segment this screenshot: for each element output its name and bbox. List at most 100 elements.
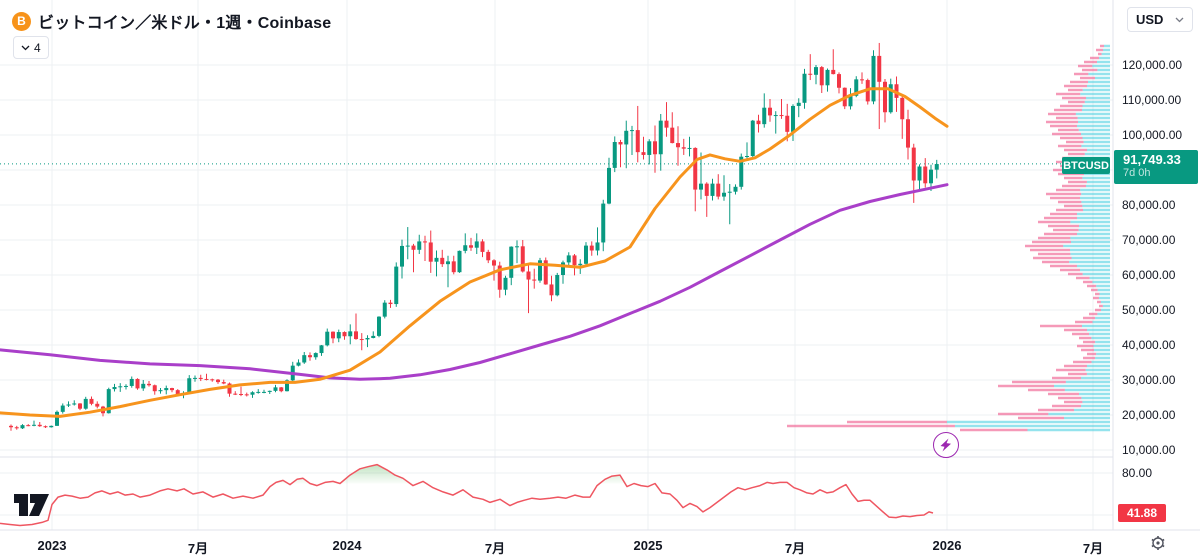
volume-profile-sell-bar: [1046, 120, 1078, 124]
candle-up: [164, 388, 169, 391]
candle-down: [532, 279, 537, 281]
candle-down: [204, 378, 209, 380]
candle-down: [779, 115, 784, 117]
candle-up: [129, 378, 134, 386]
candle-up: [371, 335, 376, 338]
volume-profile-sell-bar: [1100, 44, 1104, 48]
candle-up: [446, 261, 450, 265]
volume-profile-sell-bar: [1056, 116, 1078, 120]
candle-up: [658, 120, 663, 155]
volume-profile-buy-bar: [1098, 296, 1110, 300]
volume-profile-buy-bar: [1048, 412, 1110, 416]
volume-profile-sell-bar: [1032, 240, 1071, 244]
candle-down: [428, 242, 433, 262]
ma_fast-line: [0, 87, 949, 418]
volume-profile-buy-bar: [1096, 284, 1110, 288]
candle-down: [147, 383, 151, 386]
candle-up: [762, 107, 767, 125]
candle-down: [923, 166, 928, 184]
volume-profile-buy-bar: [1082, 104, 1110, 108]
candle-down: [900, 97, 905, 120]
currency-selector[interactable]: USD: [1127, 7, 1193, 32]
candle-up: [934, 164, 939, 170]
candle-up: [336, 332, 341, 339]
candle-up: [612, 142, 617, 168]
volume-profile-sell-bar: [1093, 296, 1099, 300]
volume-profile-buy-bar: [1102, 304, 1110, 308]
candle-up: [630, 130, 634, 132]
volume-profile-buy-bar: [1087, 328, 1110, 332]
axis-settings-gear-icon[interactable]: [1150, 535, 1166, 556]
time-axis-label: 2024: [332, 538, 362, 553]
volume-profile-sell-bar: [1053, 228, 1079, 232]
volume-profile-buy-bar: [1081, 132, 1110, 136]
time-axis-label: 7月: [187, 541, 209, 556]
candle-up: [256, 391, 261, 393]
candle-down: [860, 79, 864, 81]
volume-profile-buy-bar: [1088, 80, 1110, 84]
quick-trade-button[interactable]: [933, 432, 959, 458]
rsi-scale-label: 80.00: [1122, 466, 1153, 480]
symbol-title[interactable]: ビットコイン／米ドル・1週・Coinbase: [38, 15, 332, 32]
volume-profile-sell-bar: [1068, 272, 1083, 276]
volume-profile-buy-bar: [1054, 384, 1110, 388]
volume-profile-buy-bar: [1097, 288, 1110, 292]
volume-profile-buy-bar: [1081, 200, 1110, 204]
volume-profile-sell-bar: [1030, 248, 1070, 252]
volume-profile-sell-bar: [1068, 180, 1087, 184]
currency-label: USD: [1136, 12, 1164, 27]
volume-profile-buy-bar: [1071, 240, 1110, 244]
candle-up: [791, 105, 795, 132]
current-price-value: 91,749.33: [1123, 152, 1181, 167]
volume-profile-sell-bar: [1068, 88, 1083, 92]
volume-profile-sell-bar: [1028, 388, 1065, 392]
object-tree-collapse-button[interactable]: 4: [13, 36, 49, 59]
volume-profile-buy-bar: [1079, 392, 1110, 396]
price-axis-label: 110,000.00: [1122, 93, 1182, 107]
volume-profile-buy-bar: [1077, 116, 1110, 120]
volume-profile-buy-bar: [946, 420, 1110, 424]
candle-up: [193, 377, 197, 379]
candle-up: [796, 102, 801, 106]
chevron-down-icon: [1175, 17, 1184, 22]
volume-profile-buy-bar: [1097, 68, 1110, 72]
volume-profile-buy-bar: [1080, 188, 1110, 192]
volume-profile-buy-bar: [1078, 120, 1110, 124]
volume-profile-buy-bar: [1077, 216, 1110, 220]
time-axis-label: 7月: [484, 541, 506, 556]
volume-profile-buy-bar: [1086, 372, 1110, 376]
candle-down: [221, 382, 226, 384]
candle-up: [66, 404, 71, 406]
volume-profile-buy-bar: [1070, 252, 1110, 256]
volume-profile-buy-bar: [1103, 48, 1110, 52]
candle-down: [664, 120, 669, 128]
volume-profile-buy-bar: [1095, 356, 1110, 360]
candle-up: [733, 186, 738, 192]
rsi-overbought-fill: [0, 464, 933, 484]
volume-profile-sell-bar: [1083, 316, 1096, 320]
tradingview-logo[interactable]: [12, 491, 52, 524]
volume-profile-buy-bar: [1086, 180, 1110, 184]
volume-profile-sell-bar: [1038, 252, 1071, 256]
candle-down: [693, 147, 698, 190]
candle-down: [785, 115, 790, 132]
volume-profile-buy-bar: [1082, 272, 1110, 276]
candle-up: [124, 385, 128, 387]
candle-down: [480, 241, 485, 252]
candle-down: [589, 245, 594, 251]
volume-profile-sell-bar: [1050, 264, 1077, 268]
candle-down: [911, 147, 916, 181]
volume-profile-buy-bar: [1082, 176, 1110, 180]
candle-up: [377, 316, 381, 336]
candle-up: [273, 387, 278, 391]
candle-up: [566, 255, 571, 263]
candle-up: [917, 166, 922, 181]
volume-profile-sell-bar: [1064, 148, 1087, 152]
volume-profile-sell-bar: [1060, 104, 1083, 108]
volume-profile-sell-bar: [1076, 276, 1090, 280]
candle-up: [710, 183, 715, 196]
candle-up: [687, 147, 692, 149]
volume-profile-buy-bar: [1077, 124, 1110, 128]
